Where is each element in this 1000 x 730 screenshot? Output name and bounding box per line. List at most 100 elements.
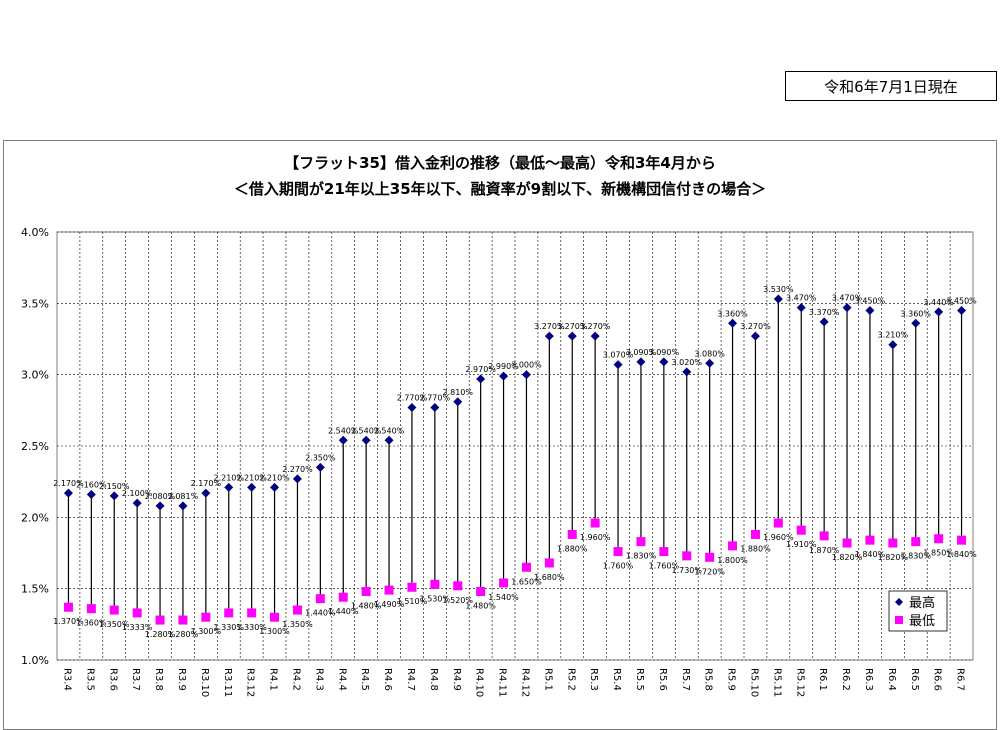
high-data-label: 3.080% [694, 349, 725, 358]
x-tick-label: R5.12 [794, 668, 805, 697]
low-point [361, 587, 371, 597]
high-data-label: 3.360% [717, 309, 748, 318]
high-point [384, 435, 394, 445]
high-point [476, 374, 486, 384]
low-point [338, 592, 348, 602]
low-data-label: 1.880% [740, 544, 771, 553]
high-point [796, 303, 806, 313]
low-data-label: 1.910% [786, 540, 817, 549]
low-point [636, 537, 646, 547]
low-point [796, 525, 806, 535]
high-point [521, 370, 531, 380]
low-point [109, 605, 119, 615]
legend-low-marker [895, 616, 903, 624]
x-tick-label: R4.1 [268, 668, 279, 691]
low-point [865, 535, 875, 545]
high-point [109, 491, 119, 501]
low-data-label: 1.440% [328, 607, 359, 616]
low-data-label: 1.880% [557, 544, 588, 553]
high-data-label: 2.150% [99, 482, 130, 491]
x-tick-label: R4.12 [519, 668, 530, 697]
high-data-label: 2.770% [397, 393, 428, 402]
high-data-label: 3.440% [923, 298, 954, 307]
high-data-label: 2.810% [442, 388, 473, 397]
x-tick-label: R5.8 [703, 668, 714, 691]
x-tick-label: R5.9 [726, 668, 737, 691]
high-point [659, 357, 669, 367]
low-point [705, 552, 715, 562]
high-point [178, 501, 188, 511]
high-data-label: 2.970% [465, 365, 496, 374]
low-data-label: 1.350% [99, 620, 130, 629]
x-tick-label: R3.8 [153, 668, 164, 691]
high-data-label: 2.081% [168, 492, 199, 501]
low-data-label: 1.820% [832, 553, 863, 562]
low-data-label: 1.490% [374, 600, 405, 609]
x-tick-label: R5.5 [634, 668, 645, 691]
high-point [705, 358, 715, 368]
high-point [86, 490, 96, 500]
high-point [613, 360, 623, 370]
legend-high-label: 最高 [909, 595, 935, 611]
y-tick-label: 2.0% [21, 511, 49, 524]
low-point [957, 535, 967, 545]
x-tick-label: R5.10 [748, 668, 759, 697]
high-data-label: 3.000% [511, 361, 542, 370]
low-point [155, 615, 165, 625]
low-data-label: 1.760% [649, 562, 680, 571]
low-point [911, 537, 921, 547]
low-data-label: 1.960% [580, 533, 611, 542]
x-tick-label: R6.7 [955, 668, 966, 691]
low-data-label: 1.830% [626, 552, 657, 561]
high-point [63, 488, 73, 498]
low-point [201, 612, 211, 622]
high-data-label: 3.530% [763, 285, 794, 294]
low-data-label: 1.350% [282, 620, 313, 629]
x-tick-label: R3.9 [176, 668, 187, 691]
low-data-label: 1.300% [191, 627, 222, 636]
high-point [499, 371, 509, 381]
high-data-label: 2.160% [76, 481, 107, 490]
chart-title: 【フラット35】借入金利の推移（最低～最高）令和3年4月から [284, 154, 716, 172]
x-tick-label: R6.2 [840, 668, 851, 691]
x-tick-label: R4.6 [382, 668, 393, 691]
high-data-label: 2.210% [213, 473, 244, 482]
high-point [544, 331, 554, 341]
low-data-label: 1.680% [534, 573, 565, 582]
low-data-label: 1.730% [671, 566, 702, 575]
high-data-label: 2.170% [53, 479, 84, 488]
high-data-label: 2.210% [259, 473, 290, 482]
high-point [292, 474, 302, 484]
high-point [590, 331, 600, 341]
high-data-label: 3.470% [832, 294, 863, 303]
low-data-label: 1.480% [465, 602, 496, 611]
high-data-label: 2.350% [305, 453, 336, 462]
high-data-label: 3.360% [900, 309, 931, 318]
high-point [865, 305, 875, 315]
high-data-label: 3.270% [740, 322, 771, 331]
x-tick-label: R5.1 [542, 668, 553, 691]
low-data-label: 1.280% [145, 630, 176, 639]
x-tick-label: R5.7 [680, 668, 691, 691]
high-point [453, 397, 463, 407]
low-data-label: 1.510% [397, 597, 428, 606]
x-tick-label: R6.6 [932, 668, 943, 691]
low-data-label: 1.330% [213, 623, 244, 632]
as-of-date: 令和6年7月1日現在 [824, 77, 958, 96]
high-data-label: 3.270% [534, 322, 565, 331]
low-point [86, 604, 96, 614]
x-tick-label: R4.2 [290, 668, 301, 691]
high-data-label: 3.270% [557, 322, 588, 331]
x-tick-label: R5.11 [771, 668, 782, 697]
y-tick-label: 3.0% [21, 369, 49, 382]
low-data-label: 1.870% [809, 546, 840, 555]
low-point [292, 605, 302, 615]
low-data-label: 1.720% [694, 567, 725, 576]
high-point [957, 305, 967, 315]
low-data-label: 1.760% [603, 562, 634, 571]
x-tick-label: R4.4 [336, 668, 347, 691]
high-point [773, 294, 783, 304]
low-point [544, 558, 554, 568]
low-point [934, 534, 944, 544]
high-data-label: 2.270% [282, 465, 313, 474]
